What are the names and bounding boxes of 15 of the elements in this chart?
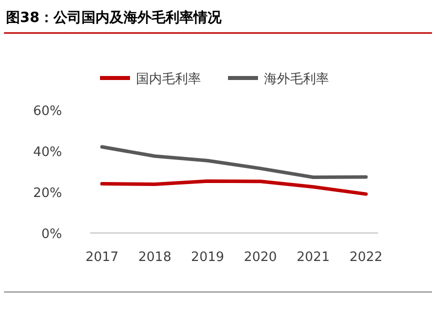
x-tick-label: 2018 <box>138 250 172 265</box>
legend-label: 国内毛利率 <box>136 71 201 87</box>
x-tick-label: 2017 <box>85 250 119 265</box>
y-tick-label: 0% <box>41 227 62 242</box>
x-tick-label: 2020 <box>244 250 277 265</box>
y-tick-label: 40% <box>33 145 62 160</box>
line-series <box>100 145 368 179</box>
y-tick-label: 60% <box>33 104 62 119</box>
line-series <box>100 179 368 196</box>
legend-label: 海外毛利率 <box>264 71 329 87</box>
chart-title: 图38：公司国内及海外毛利率情况 <box>6 9 222 26</box>
x-tick-label: 2021 <box>296 250 330 265</box>
x-tick-label: 2019 <box>191 250 224 265</box>
x-tick-label: 2022 <box>349 250 383 265</box>
y-tick-label: 20% <box>33 186 62 201</box>
